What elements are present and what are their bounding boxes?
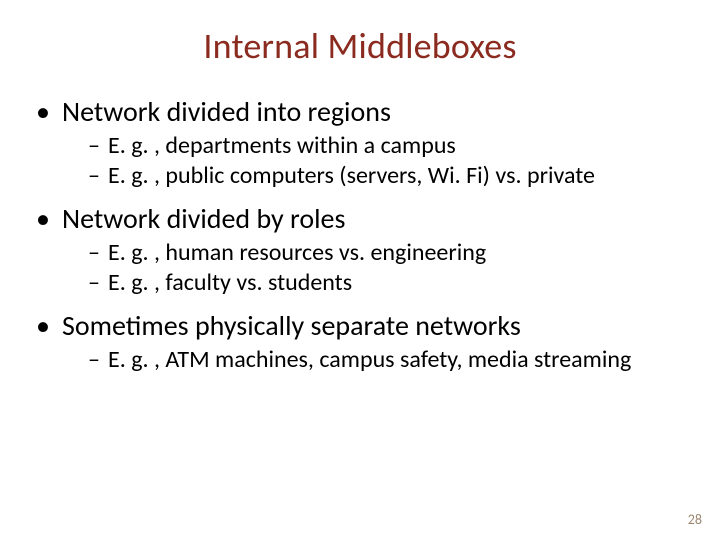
bullet-text: Network divided by roles (62, 201, 345, 236)
sub-list: E. g. , ATM machines, campus safety, med… (62, 345, 690, 375)
page-number: 28 (688, 511, 702, 528)
sub-list: E. g. , human resources vs. engineering … (62, 238, 690, 298)
sub-text: E. g. , human resources vs. engineering (108, 238, 486, 267)
bullet-item: Network divided by roles E. g. , human r… (36, 201, 690, 298)
sub-text: E. g. , departments within a campus (108, 131, 456, 160)
sub-text: E. g. , ATM machines, campus safety, med… (108, 345, 631, 374)
sub-item: E. g. , departments within a campus (88, 131, 690, 161)
bullet-list: Network divided into regions E. g. , dep… (30, 94, 690, 375)
sub-text: E. g. , public computers (servers, Wi. F… (108, 161, 595, 190)
bullet-text: Network divided into regions (62, 94, 391, 129)
sub-item: E. g. , human resources vs. engineering (88, 238, 690, 268)
sub-text: E. g. , faculty vs. students (108, 268, 352, 297)
bullet-text: Sometimes physically separate networks (62, 308, 521, 343)
slide: Internal Middleboxes Network divided int… (0, 0, 720, 540)
sub-item: E. g. , ATM machines, campus safety, med… (88, 345, 690, 375)
sub-list: E. g. , departments within a campus E. g… (62, 131, 690, 191)
bullet-item: Network divided into regions E. g. , dep… (36, 94, 690, 191)
bullet-item: Sometimes physically separate networks E… (36, 308, 690, 375)
sub-item: E. g. , faculty vs. students (88, 268, 690, 298)
slide-title: Internal Middleboxes (30, 24, 690, 68)
sub-item: E. g. , public computers (servers, Wi. F… (88, 161, 690, 191)
